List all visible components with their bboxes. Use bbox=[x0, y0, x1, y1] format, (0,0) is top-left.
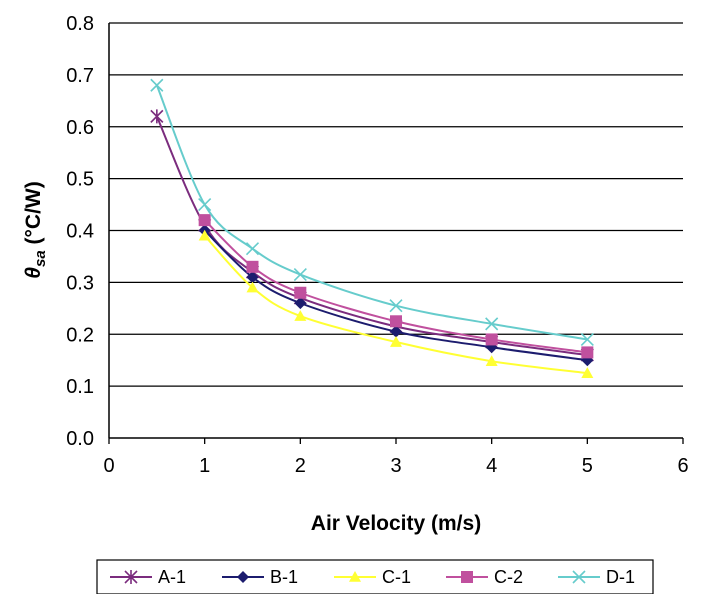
data-point-A-1 bbox=[150, 109, 164, 124]
legend-marker bbox=[349, 571, 361, 582]
y-axis-title-unit: (°C/W) bbox=[22, 181, 45, 250]
y-tick-labels: 0.0 0.1 0.2 0.3 0.4 0.5 0.6 0.7 0.8 bbox=[66, 13, 94, 450]
y-tick-label: 0.6 bbox=[66, 117, 94, 139]
y-tick-label: 0.0 bbox=[66, 428, 94, 450]
x-tick-label: 2 bbox=[295, 455, 306, 477]
series-A-1 bbox=[150, 109, 594, 362]
data-point-C-1 bbox=[294, 310, 307, 321]
x-tick-label: 4 bbox=[486, 455, 497, 477]
x-tick-label: 1 bbox=[199, 455, 210, 477]
data-point-C-1 bbox=[485, 355, 498, 367]
series-group bbox=[150, 78, 594, 378]
legend-label: C-2 bbox=[494, 567, 523, 587]
x-tick-label: 6 bbox=[677, 455, 688, 477]
data-point-D-1 bbox=[293, 268, 307, 282]
data-point-C-2 bbox=[198, 214, 211, 227]
y-tick-label: 0.4 bbox=[66, 221, 94, 243]
y-tick-label: 0.1 bbox=[66, 376, 94, 398]
series-line-C-1 bbox=[203, 235, 588, 375]
series-D-1 bbox=[150, 78, 594, 347]
legend-label: B-1 bbox=[270, 567, 298, 587]
data-point-D-1 bbox=[198, 197, 212, 212]
y-tick-label: 0.7 bbox=[66, 65, 94, 87]
data-point-C-2 bbox=[485, 333, 498, 346]
legend-item-C-1: C-1 bbox=[334, 567, 411, 587]
legend-marker bbox=[572, 570, 586, 584]
data-point-D-1 bbox=[485, 317, 499, 331]
legend-item-A-1: A-1 bbox=[110, 567, 186, 587]
legend-item-B-1: B-1 bbox=[222, 567, 298, 587]
axes bbox=[108, 23, 684, 444]
legend-marker bbox=[461, 571, 473, 583]
y-tick-label: 0.8 bbox=[66, 13, 94, 35]
data-point-D-1 bbox=[389, 299, 403, 313]
legend-label: D-1 bbox=[606, 567, 635, 587]
data-point-C-2 bbox=[294, 286, 307, 299]
data-point-D-1 bbox=[150, 78, 164, 92]
y-tick-label: 0.3 bbox=[66, 272, 94, 294]
data-point-C-1 bbox=[246, 281, 259, 293]
legend-item-D-1: D-1 bbox=[558, 567, 635, 587]
data-point-C-2 bbox=[246, 260, 259, 273]
data-point-D-1 bbox=[245, 242, 260, 256]
legend: A-1 B-1 C-1 C-2 D-1 bbox=[96, 559, 654, 594]
legend-label: A-1 bbox=[158, 567, 186, 587]
data-point-C-2 bbox=[581, 346, 594, 359]
data-point-B-1 bbox=[294, 297, 307, 310]
y-axis-title: θsa (°C/W) bbox=[22, 181, 49, 278]
x-axis-title: Air Velocity (m/s) bbox=[311, 512, 481, 535]
x-tick-label: 0 bbox=[103, 455, 114, 477]
x-tick-label: 5 bbox=[582, 455, 593, 477]
series-line-D-1 bbox=[155, 84, 588, 341]
y-tick-label: 0.5 bbox=[66, 169, 94, 191]
legend-item-C-2: C-2 bbox=[446, 567, 523, 587]
data-point-C-1 bbox=[581, 367, 594, 378]
y-axis-title-subscript: sa bbox=[32, 250, 49, 267]
legend-marker bbox=[237, 571, 249, 583]
series-C-2 bbox=[198, 214, 594, 359]
data-point-C-1 bbox=[198, 229, 211, 241]
y-axis-title-symbol: θ bbox=[22, 267, 45, 279]
x-tick-label: 3 bbox=[390, 455, 401, 477]
data-point-B-1 bbox=[390, 325, 402, 338]
data-point-C-2 bbox=[390, 315, 402, 328]
legend-marker bbox=[124, 570, 138, 584]
series-C-1 bbox=[198, 229, 594, 378]
data-point-D-1 bbox=[580, 332, 594, 347]
y-tick-label: 0.2 bbox=[66, 324, 94, 346]
data-point-B-1 bbox=[246, 271, 259, 284]
series-line-A-1 bbox=[155, 115, 588, 356]
legend-label: C-1 bbox=[382, 567, 411, 587]
data-point-C-1 bbox=[390, 336, 402, 347]
x-tick-labels: 0 1 2 3 4 5 6 bbox=[103, 455, 688, 477]
